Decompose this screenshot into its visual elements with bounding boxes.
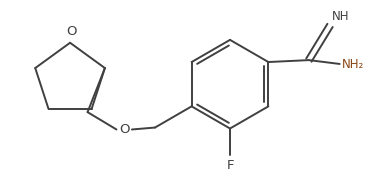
Text: NH₂: NH₂ — [341, 58, 364, 71]
Text: O: O — [67, 25, 77, 38]
Text: F: F — [226, 159, 234, 172]
Text: NH: NH — [332, 10, 350, 23]
Text: O: O — [119, 123, 130, 136]
